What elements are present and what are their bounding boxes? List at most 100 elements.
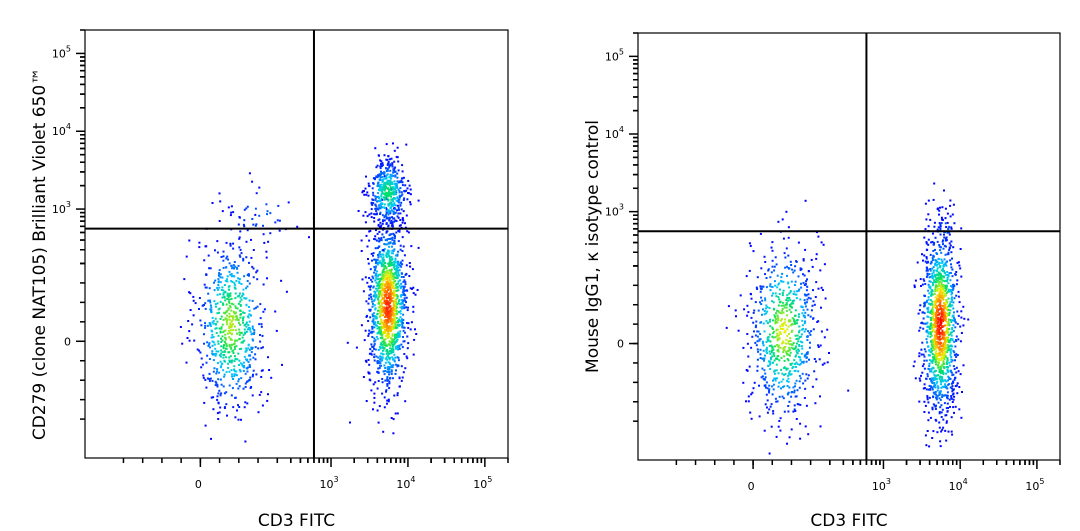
event-dot	[370, 216, 373, 219]
event-dot	[383, 272, 386, 274]
event-dot	[393, 233, 396, 236]
event-dot	[379, 322, 381, 325]
event-dot	[387, 398, 390, 401]
event-dot	[380, 314, 383, 317]
event-dot	[944, 217, 947, 220]
event-dot	[748, 242, 751, 245]
event-dot	[384, 361, 387, 364]
event-dot	[779, 300, 782, 303]
event-dot	[799, 362, 802, 365]
event-dot	[960, 227, 963, 230]
event-dot	[952, 307, 955, 310]
event-dot	[391, 297, 394, 300]
event-dot	[950, 290, 953, 292]
event-dot	[410, 321, 413, 324]
event-dot	[801, 306, 804, 309]
event-dot	[959, 248, 962, 250]
event-dot	[388, 164, 391, 167]
event-dot	[219, 300, 222, 303]
event-dot	[391, 300, 394, 302]
event-dot	[379, 336, 382, 339]
event-dot	[773, 372, 776, 375]
event-dot	[402, 199, 405, 201]
event-dot	[770, 425, 773, 428]
event-dot	[928, 365, 931, 367]
event-dot	[204, 322, 207, 325]
event-dot	[931, 353, 934, 356]
event-dot	[266, 277, 268, 280]
event-dot	[777, 310, 780, 313]
event-dot	[746, 304, 749, 307]
event-dot	[374, 292, 377, 295]
event-dot	[933, 279, 936, 282]
event-dot	[946, 271, 949, 273]
event-dot	[789, 370, 792, 373]
event-dot	[382, 274, 385, 277]
event-dot	[763, 330, 766, 333]
event-dot	[296, 225, 299, 228]
event-dot	[397, 274, 400, 277]
event-dot	[395, 283, 398, 286]
event-dot	[398, 190, 401, 193]
event-dot	[949, 405, 951, 408]
event-dot	[388, 373, 390, 376]
event-dot	[953, 222, 956, 225]
event-dot	[212, 396, 215, 399]
event-dot	[786, 358, 789, 360]
event-dot	[391, 242, 394, 245]
event-dot	[361, 191, 364, 194]
event-dot	[948, 341, 951, 344]
event-dot	[394, 267, 397, 270]
event-dot	[243, 208, 246, 211]
event-dot	[221, 276, 224, 279]
event-dot	[379, 211, 382, 214]
event-dot	[185, 361, 188, 364]
event-dot	[387, 161, 390, 163]
event-dot	[939, 228, 942, 231]
event-dot	[377, 298, 380, 301]
event-dot	[383, 338, 386, 341]
event-dot	[234, 329, 237, 332]
event-dot	[925, 248, 928, 251]
event-dot	[388, 368, 391, 371]
event-dot	[943, 244, 946, 247]
event-dot	[225, 303, 228, 306]
event-dot	[938, 312, 941, 315]
event-dot	[804, 294, 807, 297]
event-dot	[372, 330, 375, 333]
event-dot	[386, 270, 389, 272]
event-dot	[249, 330, 252, 333]
event-dot	[796, 352, 799, 355]
event-dot	[954, 273, 957, 276]
event-dot	[234, 340, 236, 343]
event-dot	[393, 239, 396, 242]
event-dot	[214, 322, 217, 325]
event-dot	[240, 377, 243, 380]
event-dot	[377, 330, 380, 333]
event-dot	[919, 304, 922, 307]
event-dot	[400, 208, 403, 211]
event-dot	[392, 285, 395, 288]
event-dot	[393, 360, 396, 363]
event-dot	[257, 347, 260, 350]
event-dot	[930, 386, 933, 389]
event-dot	[237, 418, 240, 421]
event-dot	[189, 292, 192, 295]
event-dot	[403, 292, 405, 295]
event-dot	[386, 402, 388, 405]
event-dot	[775, 295, 778, 298]
event-dot	[952, 365, 955, 368]
event-dot	[396, 209, 399, 212]
event-dot	[785, 342, 787, 345]
event-dot	[387, 179, 390, 182]
event-dot	[223, 375, 226, 378]
event-dot	[786, 352, 789, 355]
event-dot	[373, 401, 376, 404]
event-dot	[759, 348, 762, 351]
event-dot	[223, 344, 225, 347]
event-dot	[936, 364, 939, 367]
event-dot	[389, 326, 392, 329]
event-dot	[216, 412, 219, 415]
event-dot	[227, 258, 229, 261]
event-dot	[776, 328, 779, 331]
